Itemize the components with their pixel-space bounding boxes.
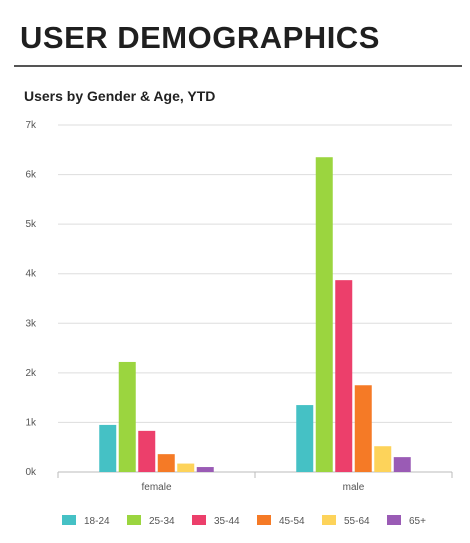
y-tick-label: 6k (25, 170, 37, 181)
y-tick-label: 5k (25, 219, 37, 230)
y-tick-label: 1k (25, 417, 37, 428)
bar-male-65+ (393, 457, 411, 472)
legend-swatch-45-54 (257, 515, 271, 525)
y-tick-label: 0k (25, 467, 37, 478)
legend-label: 18-24 (84, 516, 110, 527)
legend-swatch-35-44 (192, 515, 206, 525)
bar-male-25-34 (315, 157, 333, 472)
bar-female-55-64 (177, 463, 195, 472)
legend-swatch-18-24 (62, 515, 76, 525)
x-category-label: female (141, 482, 171, 493)
legend-label: 55-64 (344, 516, 370, 527)
legend-swatch-55-64 (322, 515, 336, 525)
bar-female-65+ (196, 467, 214, 472)
legend-swatch-25-34 (127, 515, 141, 525)
y-tick-label: 3k (25, 318, 37, 329)
bar-female-35-44 (138, 430, 156, 472)
bar-male-45-54 (354, 385, 372, 472)
bar-male-35-44 (335, 280, 353, 472)
y-tick-label: 7k (25, 120, 37, 131)
bar-male-55-64 (374, 446, 392, 472)
legend-label: 25-34 (149, 516, 175, 527)
chart-title: Users by Gender & Age, YTD (24, 88, 216, 104)
y-tick-label: 4k (25, 269, 37, 280)
legend-swatch-65+ (387, 515, 401, 525)
title-divider (14, 65, 462, 67)
legend-label: 35-44 (214, 516, 240, 527)
bar-male-18-24 (296, 405, 314, 472)
bar-female-18-24 (99, 424, 117, 472)
bar-female-25-34 (118, 361, 136, 472)
page-title: USER DEMOGRAPHICS (20, 20, 380, 55)
y-tick-label: 2k (25, 368, 37, 379)
x-category-label: male (343, 482, 365, 493)
bar-female-45-54 (157, 454, 175, 472)
legend-label: 45-54 (279, 516, 305, 527)
legend-label: 65+ (409, 516, 426, 527)
